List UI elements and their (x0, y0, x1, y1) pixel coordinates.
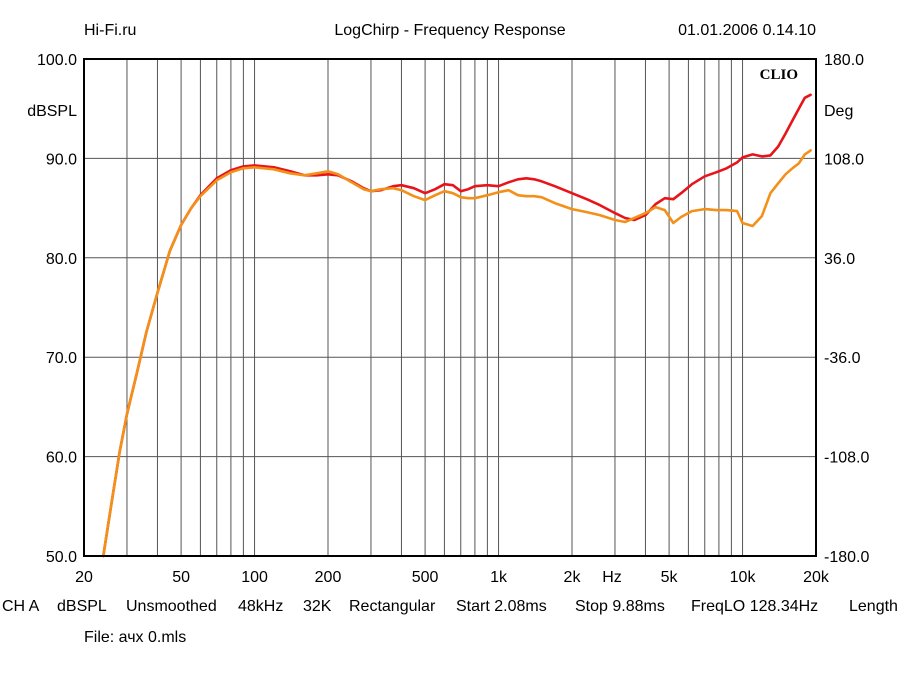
chart-title: LogChirp - Frequency Response (334, 22, 565, 39)
footer-setting: FreqLO 128.34Hz (691, 598, 818, 615)
x-tick-label: 20 (75, 569, 93, 586)
x-tick-label: 100 (241, 569, 268, 586)
clio-logo-box (746, 62, 812, 84)
x-tick-label: 2k (564, 569, 582, 586)
footer-setting: Start 2.08ms (456, 598, 547, 615)
x-tick-label: 1k (490, 569, 508, 586)
plot-area (84, 59, 816, 556)
x-tick-label: 50 (172, 569, 190, 586)
y-tick-label: 80.0 (46, 251, 77, 268)
footer-setting: 32K (303, 598, 332, 615)
response-curve-2 (102, 149, 812, 558)
plot-frame (83, 58, 817, 557)
y-tick-label: 70.0 (46, 350, 77, 367)
y2-tick-label: -36.0 (824, 350, 861, 367)
x-tick-label: 500 (412, 569, 439, 586)
x-tick-label: 5k (661, 569, 679, 586)
clio-logo: CLIO (760, 67, 798, 83)
y2-tick-label: 180.0 (824, 52, 864, 69)
grid-lines (84, 59, 816, 556)
footer-setting: Length (849, 598, 898, 615)
file-label: File: ачх 0.mls (84, 629, 186, 646)
settings-footer: CH A dBSPL Unsmoothed 48kHz 32K Rectangular St… (2, 598, 898, 615)
footer-setting: Unsmoothed (126, 598, 217, 615)
y2-tick-label: 108.0 (824, 151, 864, 168)
y-tick-label: 100.0 (37, 52, 77, 69)
footer-setting: 48kHz (238, 598, 283, 615)
response-curve-1 (102, 93, 812, 558)
y-tick-label: 90.0 (46, 151, 77, 168)
x-tick-label: 20k (803, 569, 830, 586)
tick-labels: 20 50 100 200 500 1k 2k 5k 10k 20k Hz 50.0 60.0 70.0 8… (37, 52, 870, 586)
footer-setting: dBSPL (57, 598, 107, 615)
footer-setting: Rectangular (349, 598, 436, 615)
footer-setting: Stop 9.88ms (575, 598, 665, 615)
x-axis-title: Hz (602, 569, 622, 586)
y2-tick-label: -180.0 (824, 549, 869, 566)
header-site-label: Hi-Fi.ru (84, 22, 136, 39)
footer-setting: CH A (2, 598, 40, 615)
x-tick-label: 10k (730, 569, 757, 586)
curves (102, 93, 812, 558)
y2-tick-label: -108.0 (824, 450, 869, 467)
x-tick-label: 200 (315, 569, 342, 586)
y-tick-label: 50.0 (46, 549, 77, 566)
y-tick-label: 60.0 (46, 450, 77, 467)
y2-axis-title: Deg (824, 103, 853, 120)
y-axis-title: dBSPL (27, 103, 77, 120)
y2-tick-label: 36.0 (824, 251, 855, 268)
header-timestamp: 01.01.2006 0.14.10 (678, 22, 816, 39)
